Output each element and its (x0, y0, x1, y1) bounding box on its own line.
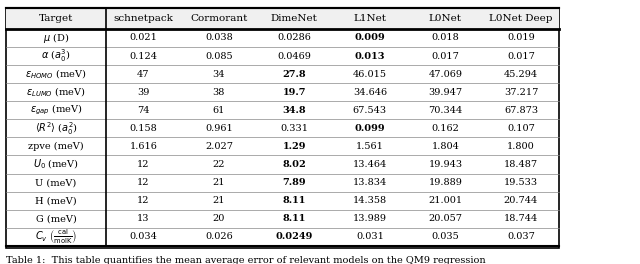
Text: $\alpha$ ($a_0^3$): $\alpha$ ($a_0^3$) (41, 48, 71, 64)
Text: 0.031: 0.031 (356, 232, 384, 241)
Text: 47.069: 47.069 (428, 70, 463, 79)
Text: 13.834: 13.834 (353, 178, 387, 187)
Text: 1.616: 1.616 (129, 142, 157, 151)
Text: zpve (meV): zpve (meV) (28, 142, 84, 151)
Text: $C_v$ $\left(\frac{\mathrm{cal}}{\mathrm{molK}}\right)$: $C_v$ $\left(\frac{\mathrm{cal}}{\mathrm… (35, 228, 77, 246)
Text: 0.009: 0.009 (355, 34, 385, 43)
Text: 12: 12 (137, 160, 150, 169)
Text: 0.961: 0.961 (205, 124, 233, 133)
Text: L0Net: L0Net (429, 14, 462, 23)
Text: 0.158: 0.158 (129, 124, 157, 133)
Text: 0.107: 0.107 (507, 124, 535, 133)
Text: 21: 21 (212, 196, 225, 205)
Text: 0.021: 0.021 (129, 34, 157, 43)
Text: 0.162: 0.162 (431, 124, 460, 133)
Text: 2.027: 2.027 (205, 142, 233, 151)
Text: 61: 61 (212, 106, 225, 115)
Text: H (meV): H (meV) (35, 196, 77, 205)
Text: 19.7: 19.7 (283, 88, 306, 97)
FancyBboxPatch shape (6, 8, 559, 29)
Text: 46.015: 46.015 (353, 70, 387, 79)
Text: $\epsilon_{LUMO}$ (meV): $\epsilon_{LUMO}$ (meV) (26, 85, 86, 99)
Text: 67.873: 67.873 (504, 106, 538, 115)
FancyBboxPatch shape (6, 8, 559, 248)
Text: 0.019: 0.019 (507, 34, 535, 43)
Text: 0.017: 0.017 (431, 51, 460, 60)
Text: 1.800: 1.800 (507, 142, 535, 151)
Text: 0.018: 0.018 (431, 34, 460, 43)
Text: 13: 13 (137, 214, 150, 223)
Text: 0.0286: 0.0286 (278, 34, 311, 43)
Text: $\mu$ (D): $\mu$ (D) (43, 31, 69, 45)
Text: 0.331: 0.331 (280, 124, 308, 133)
Text: 0.099: 0.099 (355, 124, 385, 133)
Text: 19.889: 19.889 (429, 178, 462, 187)
Text: 70.344: 70.344 (428, 106, 463, 115)
Text: 1.804: 1.804 (431, 142, 460, 151)
Text: Cormorant: Cormorant (190, 14, 248, 23)
Text: L1Net: L1Net (353, 14, 387, 23)
Text: 12: 12 (137, 196, 150, 205)
Text: L0Net Deep: L0Net Deep (489, 14, 553, 23)
Text: 19.533: 19.533 (504, 178, 538, 187)
Text: 13.464: 13.464 (353, 160, 387, 169)
Text: Target: Target (39, 14, 73, 23)
Text: 7.89: 7.89 (283, 178, 306, 187)
Text: 0.124: 0.124 (129, 51, 157, 60)
Text: 39.947: 39.947 (428, 88, 463, 97)
Text: 34: 34 (212, 70, 225, 79)
Text: 18.744: 18.744 (504, 214, 538, 223)
Text: 0.034: 0.034 (129, 232, 157, 241)
Text: $\epsilon_{HOMO}$ (meV): $\epsilon_{HOMO}$ (meV) (25, 67, 87, 81)
Text: 45.294: 45.294 (504, 70, 538, 79)
Text: 12: 12 (137, 178, 150, 187)
Text: 20.744: 20.744 (504, 196, 538, 205)
Text: 13.989: 13.989 (353, 214, 387, 223)
Text: 0.0249: 0.0249 (276, 232, 313, 241)
Text: U (meV): U (meV) (35, 178, 77, 187)
Text: 0.0469: 0.0469 (278, 51, 311, 60)
Text: 1.29: 1.29 (283, 142, 306, 151)
Text: 20: 20 (212, 214, 225, 223)
Text: $\epsilon_{gap}$ (meV): $\epsilon_{gap}$ (meV) (29, 103, 83, 117)
Text: 8.02: 8.02 (282, 160, 307, 169)
Text: 27.8: 27.8 (283, 70, 306, 79)
Text: $\langle R^2 \rangle$ ($a_0^2$): $\langle R^2 \rangle$ ($a_0^2$) (35, 120, 77, 137)
Text: 8.11: 8.11 (283, 214, 306, 223)
Text: 0.035: 0.035 (431, 232, 460, 241)
Text: 47: 47 (137, 70, 150, 79)
Text: 18.487: 18.487 (504, 160, 538, 169)
Text: 19.943: 19.943 (428, 160, 463, 169)
Text: 34.646: 34.646 (353, 88, 387, 97)
Text: 0.013: 0.013 (355, 51, 385, 60)
Text: DimeNet: DimeNet (271, 14, 318, 23)
Text: 0.085: 0.085 (205, 51, 233, 60)
Text: Table 1:  This table quantifies the mean average error of relevant models on the: Table 1: This table quantifies the mean … (6, 256, 486, 264)
Text: 67.543: 67.543 (353, 106, 387, 115)
Text: G (meV): G (meV) (36, 214, 76, 223)
Text: 21.001: 21.001 (428, 196, 463, 205)
Text: 0.017: 0.017 (507, 51, 535, 60)
Text: 74: 74 (137, 106, 150, 115)
Text: 37.217: 37.217 (504, 88, 538, 97)
Text: 20.057: 20.057 (428, 214, 463, 223)
Text: 14.358: 14.358 (353, 196, 387, 205)
Text: 0.037: 0.037 (507, 232, 535, 241)
Text: 38: 38 (212, 88, 225, 97)
Text: 1.561: 1.561 (356, 142, 384, 151)
Text: 0.038: 0.038 (205, 34, 233, 43)
Text: 39: 39 (137, 88, 150, 97)
Text: 21: 21 (212, 178, 225, 187)
Text: 22: 22 (212, 160, 225, 169)
Text: $U_0$ (meV): $U_0$ (meV) (33, 158, 79, 171)
Text: 34.8: 34.8 (283, 106, 306, 115)
Text: schnetpack: schnetpack (113, 14, 173, 23)
Text: 8.11: 8.11 (283, 196, 306, 205)
Text: 0.026: 0.026 (205, 232, 233, 241)
